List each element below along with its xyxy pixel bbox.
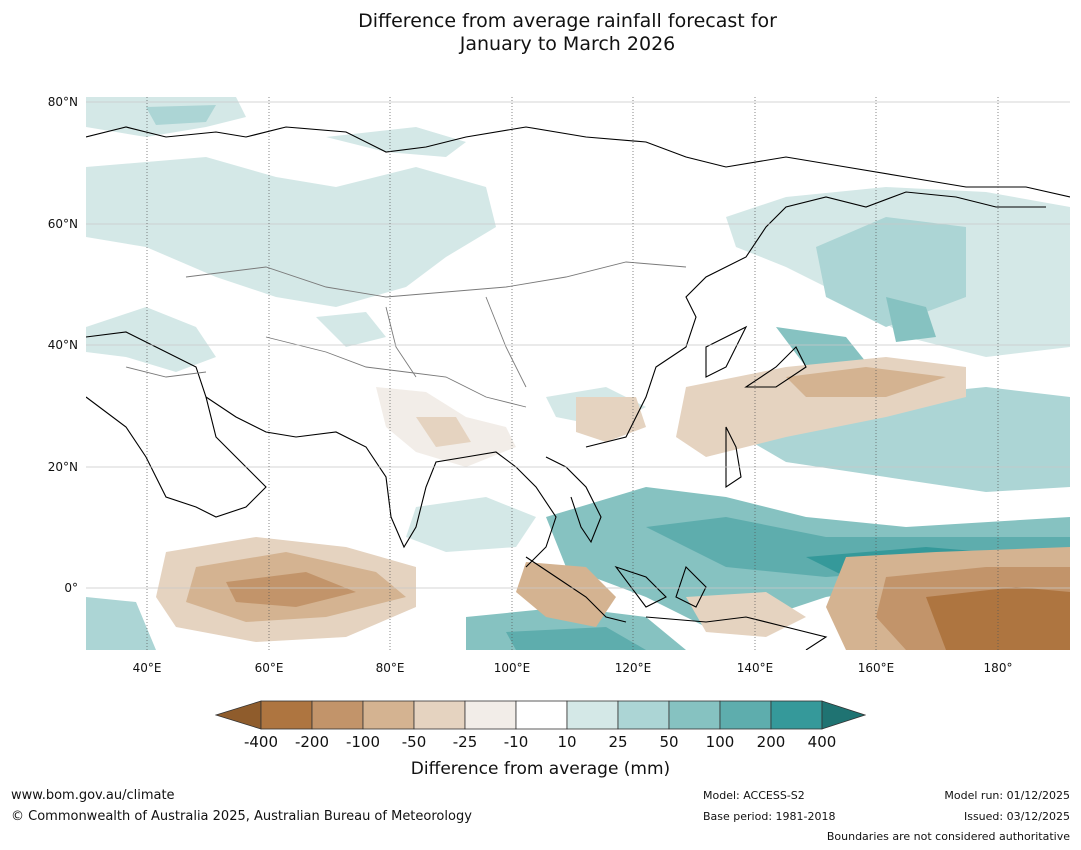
lat-label-80n: 80°N: [47, 95, 78, 109]
lon-label-80e: 80°E: [375, 661, 405, 675]
colorbar-swatch: [464, 700, 517, 730]
lon-label-180: 180°: [983, 661, 1013, 675]
colorbar-tick: -25: [452, 733, 478, 751]
lat-label-40n: 40°N: [47, 338, 78, 352]
colorbar-tick: -10: [503, 733, 529, 751]
lat-label-60n: 60°N: [47, 217, 78, 231]
footer-website: www.bom.gov.au/climate: [11, 788, 175, 803]
graticule: [86, 97, 1070, 650]
colorbar: [214, 700, 867, 734]
country-boundaries: [125, 261, 687, 408]
colorbar-svg: [214, 700, 867, 730]
colorbar-swatch: [260, 700, 313, 730]
colorbar-swatch: [719, 700, 772, 730]
colorbar-tick: 200: [756, 733, 786, 751]
colorbar-tick: 50: [659, 733, 679, 751]
footer-model: Model: ACCESS-S2: [703, 789, 805, 802]
lat-label-20n: 20°N: [47, 460, 78, 474]
colorbar-swatch: [566, 700, 619, 730]
colorbar-tick: 25: [608, 733, 628, 751]
map-title: Difference from average rainfall forecas…: [0, 10, 1081, 56]
colorbar-tick: 400: [807, 733, 837, 751]
colorbar-arrow-high: [821, 700, 867, 730]
lon-label-100e: 100°E: [493, 661, 531, 675]
map-canvas: [86, 97, 1070, 650]
lon-label-40e: 40°E: [132, 661, 162, 675]
colorbar-tick: -100: [345, 733, 381, 751]
colorbar-swatch: [668, 700, 721, 730]
lon-label-60e: 60°E: [254, 661, 284, 675]
colorbar-swatch: [362, 700, 415, 730]
colorbar-swatch: [311, 700, 364, 730]
footer-issued: Issued: 03/12/2025: [963, 810, 1070, 823]
colorbar-swatch: [413, 700, 466, 730]
colorbar-swatch: [770, 700, 823, 730]
lon-label-160e: 160°E: [857, 661, 895, 675]
rainfall-anomaly-map: [86, 97, 1070, 650]
colorbar-swatch: [617, 700, 670, 730]
colorbar-label: Difference from average (mm): [410, 759, 671, 779]
colorbar-tick: 10: [557, 733, 577, 751]
lon-label-140e: 140°E: [736, 661, 774, 675]
colorbar-tick: -400: [243, 733, 279, 751]
footer-base-period: Base period: 1981-2018: [703, 810, 836, 823]
footer-boundaries: Boundaries are not considered authoritat…: [826, 830, 1070, 843]
lat-label-0: 0°: [64, 581, 78, 595]
footer-model-run: Model run: 01/12/2025: [944, 789, 1070, 802]
title-line-2: January to March 2026: [459, 33, 676, 55]
colorbar-arrow-low: [214, 700, 262, 730]
title-line-1: Difference from average rainfall forecas…: [358, 10, 777, 32]
colorbar-swatch: [515, 700, 568, 730]
colorbar-tick: -50: [401, 733, 427, 751]
colorbar-tick: -200: [294, 733, 330, 751]
lon-label-120e: 120°E: [614, 661, 652, 675]
colorbar-tick: 100: [705, 733, 735, 751]
footer-copyright: © Commonwealth of Australia 2025, Austra…: [11, 809, 472, 824]
